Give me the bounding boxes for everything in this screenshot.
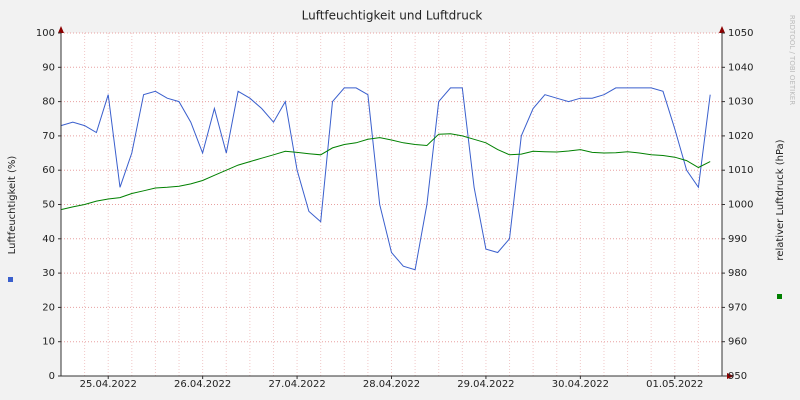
y-tick-label: 20	[42, 302, 55, 313]
y2-tick-label: 1040	[728, 62, 753, 73]
y2-tick-label: 950	[728, 371, 747, 382]
y2-tick-label: 980	[728, 268, 747, 279]
axis-arrow	[727, 373, 734, 379]
y2-tick-label: 1020	[728, 131, 753, 142]
watermark: RRDTOOL / TOBI OETIKER	[788, 15, 796, 105]
y-tick-label: 90	[42, 62, 55, 73]
legend-swatch	[777, 294, 782, 299]
y-tick-label: 0	[49, 371, 55, 382]
y-tick-label: 50	[42, 200, 55, 211]
x-tick-label: 28.04.2022	[363, 379, 420, 390]
marks	[60, 87, 711, 271]
y-tick-label: 10	[42, 337, 55, 348]
x-tick-label: 01.05.2022	[646, 379, 703, 390]
series-line	[60, 87, 711, 271]
y-tick-label: 70	[42, 131, 55, 142]
y2-tick-label: 1010	[728, 165, 753, 176]
y2-tick-label: 1050	[728, 28, 753, 39]
axis-arrow	[58, 26, 64, 33]
x-tick-label: 29.04.2022	[457, 379, 514, 390]
y2-tick-label: 1030	[728, 97, 753, 108]
series-line	[60, 133, 711, 211]
chart-title: Luftfeuchtigkeit und Luftdruck	[302, 9, 483, 23]
x-tick-label: 25.04.2022	[80, 379, 137, 390]
axis-arrow	[719, 26, 725, 33]
y2-axis-label: relativer Luftdruck (hPa)	[775, 139, 786, 260]
x-tick-label: 30.04.2022	[552, 379, 609, 390]
x-tick-label: 27.04.2022	[268, 379, 325, 390]
legend-swatch	[8, 277, 13, 282]
y-tick-label: 80	[42, 97, 55, 108]
y2-tick-label: 990	[728, 234, 747, 245]
y-axis-label: Luftfeuchtigkeit (%)	[7, 156, 18, 255]
y2-tick-label: 1000	[728, 200, 753, 211]
y-tick-label: 40	[42, 234, 55, 245]
y-tick-label: 60	[42, 165, 55, 176]
x-tick-label: 26.04.2022	[174, 379, 231, 390]
y2-tick-label: 960	[728, 337, 747, 348]
y-tick-label: 100	[36, 28, 55, 39]
y-tick-label: 30	[42, 268, 55, 279]
y2-tick-label: 970	[728, 302, 747, 313]
